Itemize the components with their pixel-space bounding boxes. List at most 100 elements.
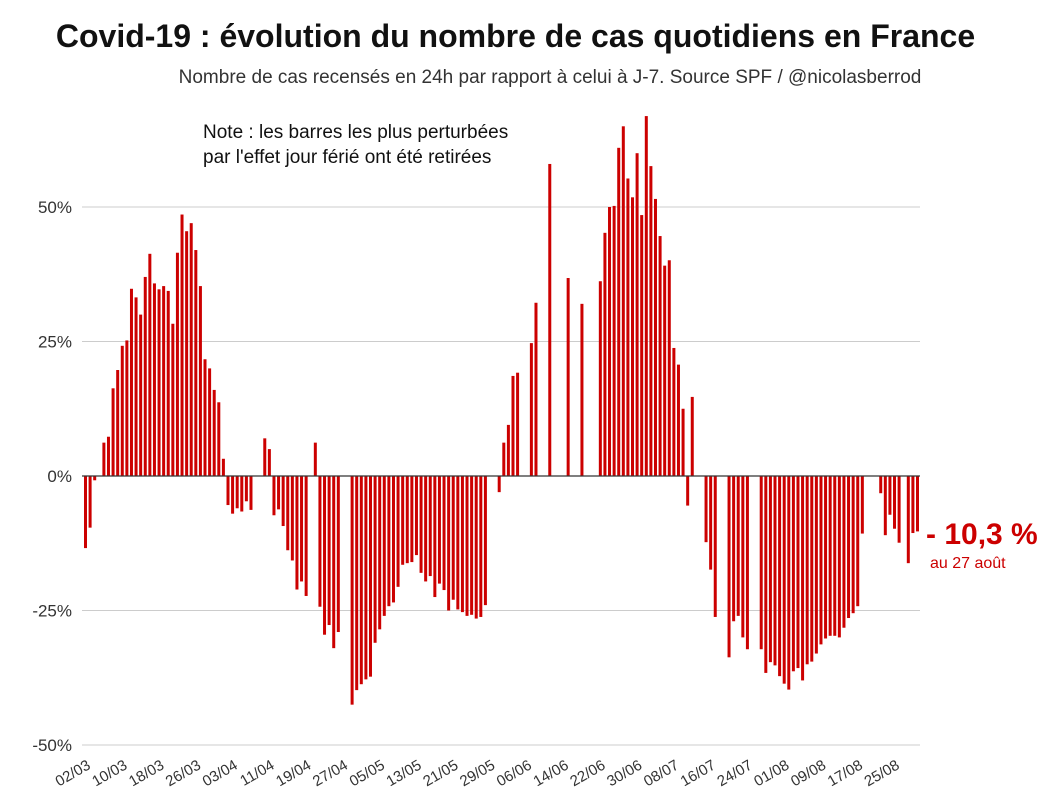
bar	[741, 476, 745, 638]
bar	[327, 476, 331, 626]
bar	[879, 476, 883, 494]
bar	[603, 232, 607, 476]
x-tick-label: 06/06	[494, 757, 535, 790]
y-tick-label: -25%	[32, 602, 72, 621]
chart-subtitle: Nombre de cas recensés en 24h par rappor…	[178, 67, 922, 88]
bar	[663, 265, 667, 476]
bar	[814, 476, 818, 654]
x-tick-label: 02/03	[52, 757, 93, 790]
x-tick-label: 10/03	[89, 757, 130, 790]
x-tick-label: 01/08	[751, 757, 792, 790]
bar	[906, 476, 910, 564]
bar	[267, 449, 271, 476]
bar	[401, 476, 405, 565]
bar	[93, 476, 97, 481]
bar	[102, 442, 106, 476]
bar	[805, 476, 809, 665]
note-line-1: Note : les barres les plus perturbées	[203, 122, 508, 143]
bar	[658, 236, 662, 476]
bar	[148, 253, 152, 476]
bar	[681, 408, 685, 476]
bar	[847, 476, 851, 619]
bar	[414, 476, 418, 556]
bar	[580, 303, 584, 476]
bar	[281, 476, 285, 527]
bar	[295, 476, 299, 590]
bar	[810, 476, 814, 662]
bar	[180, 214, 184, 476]
bar	[106, 436, 110, 476]
bar	[479, 476, 483, 617]
x-tick-label: 08/07	[641, 757, 682, 790]
bar	[433, 476, 437, 598]
x-tick-label: 09/08	[788, 757, 829, 790]
bar	[428, 476, 432, 577]
bar	[768, 476, 772, 663]
bar	[152, 283, 156, 476]
bar	[378, 476, 382, 630]
bar	[842, 476, 846, 628]
bar	[791, 476, 795, 672]
bar	[548, 163, 552, 476]
last-value-label: - 10,3 %	[926, 518, 1038, 551]
bar	[667, 260, 671, 476]
bar	[851, 476, 855, 614]
bar	[897, 476, 901, 543]
bar	[511, 375, 515, 476]
bar	[364, 476, 368, 680]
bar	[773, 476, 777, 666]
bar	[134, 297, 138, 476]
x-tick-label: 19/04	[273, 757, 314, 790]
bar	[911, 476, 915, 534]
chart-title: Covid-19 : évolution du nombre de cas qu…	[55, 18, 976, 54]
bar	[465, 476, 469, 616]
bar	[833, 476, 837, 636]
bar	[129, 288, 133, 476]
bar	[704, 476, 708, 543]
bar	[502, 442, 506, 476]
x-tick-label: 17/08	[825, 757, 866, 790]
bar	[474, 476, 478, 619]
bar-series	[84, 116, 919, 705]
bar	[640, 215, 644, 476]
bar	[84, 476, 87, 549]
bar	[286, 476, 290, 551]
x-tick-label: 13/05	[383, 757, 424, 790]
bar	[759, 476, 763, 650]
bar	[860, 476, 864, 534]
bar	[608, 207, 612, 476]
bar	[318, 476, 322, 607]
bar	[272, 476, 276, 516]
bar	[916, 476, 919, 532]
bar	[529, 343, 533, 476]
bar	[290, 476, 294, 561]
bar	[856, 476, 860, 607]
bar	[116, 370, 120, 476]
bar	[185, 231, 189, 476]
x-tick-label: 03/04	[200, 757, 241, 790]
bar	[883, 476, 887, 536]
bar	[391, 476, 395, 603]
bar	[175, 252, 179, 476]
bar	[653, 198, 657, 476]
bar	[534, 302, 538, 476]
bar	[745, 476, 749, 650]
bar	[111, 388, 115, 476]
x-tick-label: 05/05	[347, 757, 388, 790]
bar	[801, 476, 805, 681]
bar	[396, 476, 400, 587]
x-tick-label: 14/06	[531, 757, 572, 790]
x-tick-label: 24/07	[714, 757, 755, 790]
bar	[796, 476, 800, 669]
bar	[782, 476, 786, 684]
bar	[483, 476, 487, 606]
bar	[690, 396, 694, 476]
bar	[676, 364, 680, 476]
bar	[621, 126, 625, 477]
bar	[373, 476, 377, 643]
bar	[249, 476, 253, 510]
bar	[893, 476, 897, 529]
x-tick-label: 25/08	[862, 757, 903, 790]
bar	[217, 402, 221, 476]
bar	[736, 476, 740, 616]
